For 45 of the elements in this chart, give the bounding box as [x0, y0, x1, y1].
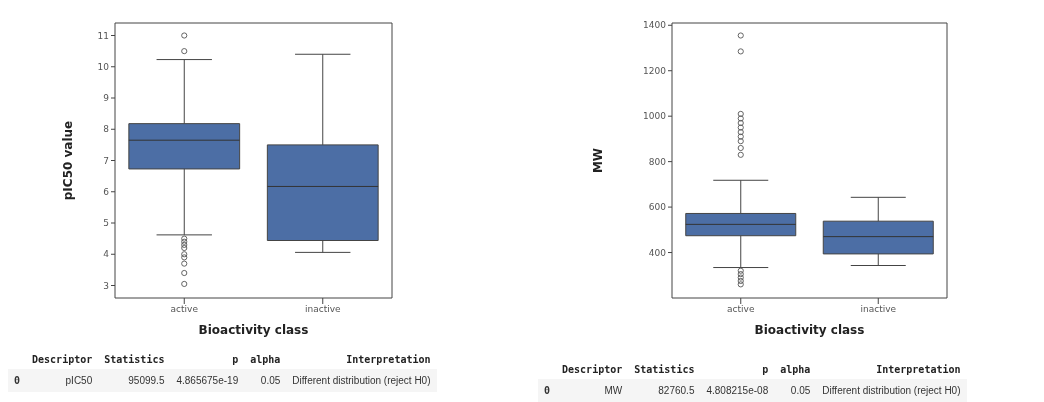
- category-label: Statistics: [633, 363, 696, 377]
- y-tick-label: 800: [648, 156, 667, 167]
- x-tick-label: inactive: [860, 304, 897, 315]
- category-label: p: [761, 363, 770, 377]
- text: 0.05: [259, 374, 282, 388]
- category-label: Interpretation: [875, 363, 962, 377]
- y-tick-label: 1000: [643, 111, 667, 122]
- x-axis-title: Bioactivity class: [198, 323, 309, 337]
- x-axis-title: Bioactivity class: [754, 323, 865, 337]
- text: 95099.5: [127, 374, 166, 388]
- y-axis-title: MW: [591, 147, 606, 174]
- x-tick-label: active: [727, 304, 755, 315]
- y-tick-label: 3: [103, 280, 109, 291]
- text: 0.05: [789, 384, 812, 398]
- text: Different distribution (reject H0): [291, 374, 432, 388]
- y-tick-label: 7: [103, 155, 109, 166]
- text: 82760.5: [657, 384, 696, 398]
- y-tick-label: 11: [97, 30, 109, 41]
- y-tick-label: 9: [103, 93, 110, 104]
- y-tick-label: 8: [103, 124, 110, 135]
- category-label: Statistics: [103, 353, 166, 367]
- category-label: alpha: [249, 353, 282, 367]
- x-tick-label: inactive: [304, 304, 341, 315]
- text: 4.865675e-19: [175, 374, 240, 388]
- text: Different distribution (reject H0): [821, 384, 962, 398]
- y-tick-label: 600: [648, 202, 667, 213]
- text: 0: [543, 384, 552, 398]
- text: pIC50: [64, 374, 94, 388]
- category-label: Descriptor: [561, 363, 624, 377]
- y-tick-label: 10: [97, 61, 110, 72]
- category-label: p: [231, 353, 240, 367]
- y-tick-label: 6: [103, 186, 110, 197]
- text: 0: [13, 374, 22, 388]
- y-tick-label: 4: [103, 249, 110, 260]
- x-tick-label: active: [170, 304, 199, 315]
- y-tick-label: 1200: [643, 65, 667, 76]
- y-tick-label: 1400: [643, 20, 667, 31]
- category-label: Interpretation: [345, 353, 432, 367]
- category-label: Descriptor: [31, 353, 94, 367]
- text: MW: [603, 384, 624, 398]
- category-label: alpha: [779, 363, 812, 377]
- text: 4.808215e-08: [705, 384, 770, 398]
- y-axis-title: pIC50 value: [61, 120, 76, 201]
- y-tick-label: 400: [648, 247, 667, 258]
- y-tick-label: 5: [103, 218, 109, 229]
